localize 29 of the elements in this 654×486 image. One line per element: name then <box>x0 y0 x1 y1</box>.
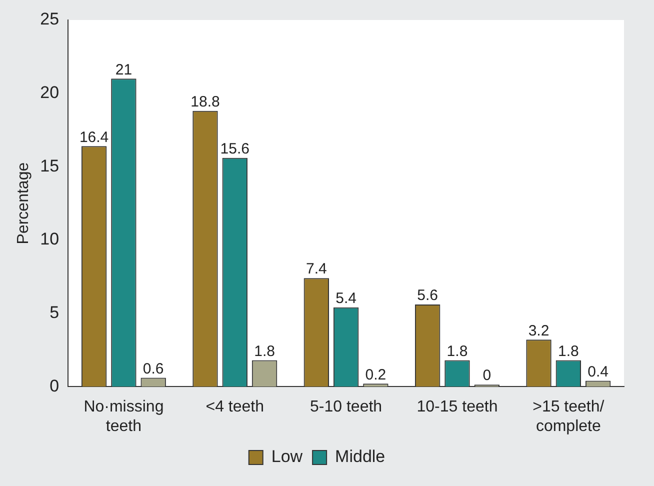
y-tick-label: 25 <box>40 10 60 29</box>
data-label: 0.2 <box>365 366 386 384</box>
data-label: 21 <box>115 61 132 78</box>
data-label: 5.6 <box>417 287 438 304</box>
legend-label: Middle <box>335 447 386 466</box>
y-tick-label: 0 <box>50 376 60 396</box>
y-tick-label: 10 <box>40 230 60 249</box>
data-label: 1.8 <box>558 342 579 360</box>
x-tick-label: >15 teeth/ complete <box>532 398 605 435</box>
data-label: 3.2 <box>528 322 550 340</box>
legend-label: Low <box>271 447 304 466</box>
data-label: 0.6 <box>142 360 164 378</box>
data-label: 16.4 <box>79 128 109 146</box>
data-label: 1.8 <box>446 342 468 360</box>
x-tick-label: 5-10 teeth <box>310 398 382 416</box>
x-tick-label: 10-15 teeth <box>416 398 498 416</box>
data-label: 5.4 <box>336 290 356 308</box>
data-label: 0 <box>482 367 492 384</box>
y-tick-label: 15 <box>40 156 60 176</box>
data-label: 18.8 <box>190 94 220 111</box>
data-label: 1.8 <box>254 342 275 360</box>
y-tick-label: 5 <box>50 302 60 322</box>
x-tick-label: No·missing teeth <box>84 398 164 435</box>
data-label: 7.4 <box>306 260 327 278</box>
data-label: 0.4 <box>588 363 608 380</box>
data-label: 15.6 <box>220 140 250 158</box>
x-tick-label: <4 teeth <box>206 398 264 416</box>
y-tick-label: 20 <box>40 83 60 102</box>
y-axis-title: Percentage <box>15 162 32 244</box>
